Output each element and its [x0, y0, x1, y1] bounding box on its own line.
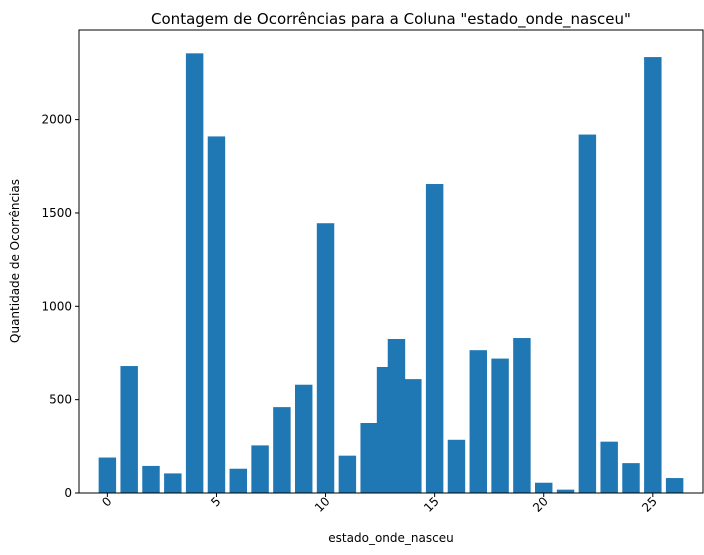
bar-23 — [578, 134, 597, 494]
bar-12 — [360, 422, 378, 493]
bar-22 — [556, 489, 575, 493]
bar-9 — [295, 384, 313, 493]
bar-25 — [622, 463, 640, 493]
bar-17 — [447, 439, 466, 493]
bar-16 — [425, 184, 444, 493]
x-tick-label: 10 — [312, 494, 333, 515]
y-axis-ticks: 0 500 1000 1500 2000 — [41, 113, 79, 500]
x-tick-label: 5 — [208, 494, 223, 509]
bar-15 — [404, 379, 422, 493]
bar-21 — [535, 482, 553, 493]
bar-5 — [207, 136, 226, 494]
bar-27 — [665, 478, 684, 493]
x-axis-ticks: 0 5 10 15 20 25 — [99, 493, 660, 515]
y-tick-label: 1500 — [41, 206, 72, 220]
y-axis-label: Quantidade de Ocorrências — [8, 179, 22, 343]
y-tick-label: 500 — [49, 393, 72, 407]
bar-10 — [316, 223, 335, 494]
bar-8 — [273, 407, 291, 493]
bar-0 — [98, 457, 117, 493]
y-tick-label: 1000 — [41, 299, 72, 313]
bar-14 — [387, 338, 406, 493]
plot-frame — [78, 29, 704, 494]
bar-19 — [491, 358, 509, 493]
x-tick-label: 25 — [639, 494, 660, 515]
bar-1 — [120, 366, 138, 493]
x-tick-label: 0 — [99, 494, 114, 509]
chart-title: Contagem de Ocorrências para a Coluna "e… — [151, 10, 631, 29]
bar-2 — [142, 465, 160, 493]
bar-3 — [164, 473, 182, 493]
bar-6 — [229, 468, 247, 493]
bar-24 — [600, 441, 618, 493]
bar-7 — [251, 445, 269, 493]
bar-11 — [338, 455, 357, 493]
x-tick-label: 20 — [530, 494, 551, 515]
bars-group — [98, 53, 684, 494]
x-axis-label: estado_onde_nasceu — [328, 531, 453, 545]
bar-18 — [469, 350, 487, 493]
y-tick-label: 2000 — [41, 113, 72, 127]
x-tick-label: 15 — [421, 494, 442, 515]
bar-26 — [644, 57, 662, 493]
bar-4 — [185, 53, 204, 494]
bar-20 — [513, 338, 531, 493]
y-tick-label: 0 — [64, 486, 72, 500]
